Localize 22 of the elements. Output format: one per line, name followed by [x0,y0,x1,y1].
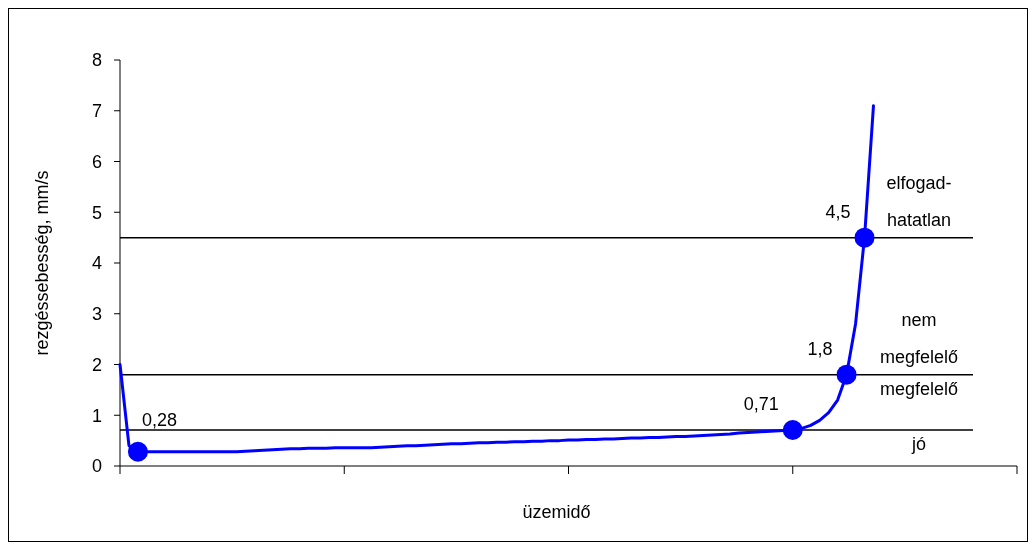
annotation: jó [910,434,927,455]
y-axis-title: rezgéssebesség, mm/s [32,170,52,356]
point [127,441,148,462]
x-axis-title: üzemidő [522,502,591,522]
point [782,419,803,440]
data-label: 1,8 [807,338,833,359]
annotation: elfogad-hatatlan [886,172,952,230]
y-tick-label: 8 [91,50,102,71]
point [836,364,857,385]
data-label: 0,28 [141,409,177,430]
y-tick-label: 1 [91,405,102,426]
y-tick-label: 0 [91,456,102,477]
y-tick-label: 6 [91,151,102,172]
data-label: 0,71 [743,393,779,414]
y-tick-label: 3 [91,304,102,325]
y-tick-label: 7 [91,101,102,122]
annotation: megfelelő [879,378,959,399]
data-label: 4,5 [825,201,851,222]
y-tick-label: 4 [91,253,102,274]
point [854,227,875,248]
y-tick-label: 5 [91,202,102,223]
y-tick-label: 2 [91,354,102,375]
